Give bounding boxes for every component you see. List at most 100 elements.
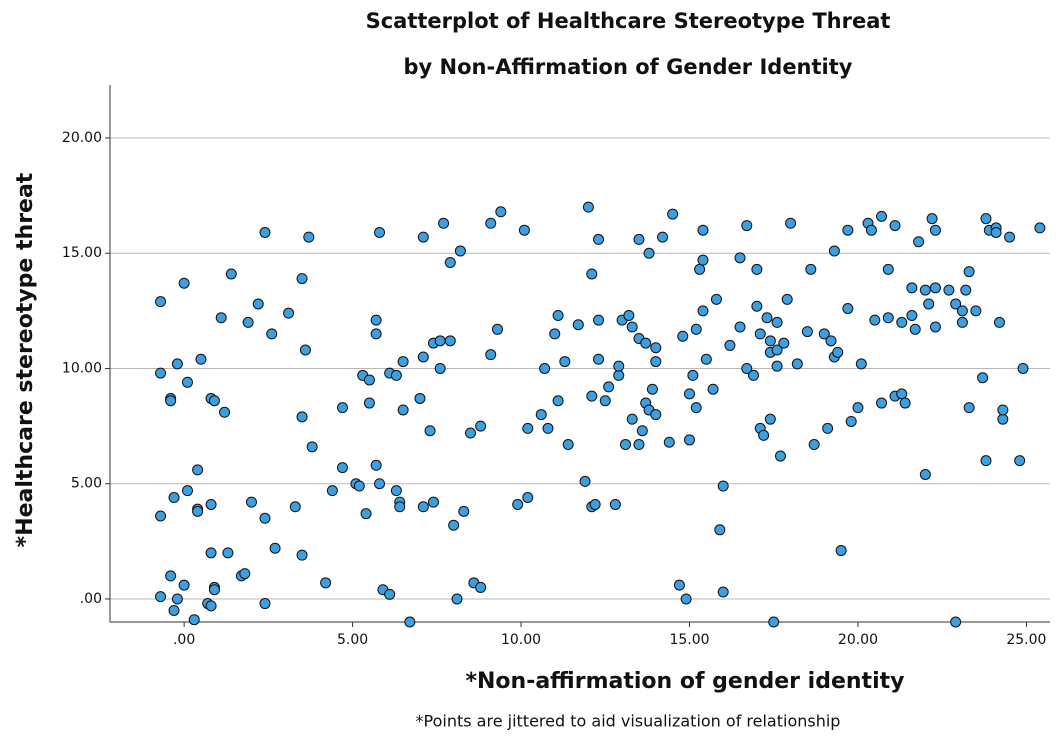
point (178, 579, 190, 591)
point (475, 581, 487, 593)
point (306, 441, 318, 453)
point (751, 300, 763, 312)
point (929, 224, 941, 236)
point (896, 316, 908, 328)
point (374, 227, 386, 239)
point (680, 593, 692, 605)
point (640, 337, 652, 349)
point (208, 395, 220, 407)
point (353, 480, 365, 492)
point (259, 598, 271, 610)
point (717, 586, 729, 598)
point (296, 411, 308, 423)
point (326, 485, 338, 497)
point (845, 415, 857, 427)
point (512, 498, 524, 510)
point (791, 358, 803, 370)
point (404, 616, 416, 628)
point (397, 356, 409, 368)
point (572, 319, 584, 331)
point (626, 321, 638, 333)
point (424, 425, 436, 437)
point (363, 397, 375, 409)
point (539, 362, 551, 374)
point (303, 231, 315, 243)
point (438, 217, 450, 229)
point (155, 296, 167, 308)
point (734, 321, 746, 333)
point (192, 505, 204, 517)
point (171, 358, 183, 370)
point (741, 220, 753, 232)
point (697, 254, 709, 266)
point (168, 492, 180, 504)
point (801, 326, 813, 338)
point (683, 434, 695, 446)
point (1004, 231, 1016, 243)
point (444, 335, 456, 347)
point (923, 298, 935, 310)
point (215, 312, 227, 324)
point (475, 420, 487, 432)
point (252, 298, 264, 310)
point (454, 245, 466, 257)
point (906, 309, 918, 321)
point (360, 508, 372, 520)
point (710, 293, 722, 305)
point (778, 337, 790, 349)
x-axis-title: *Non-affirmation of gender identity (466, 669, 905, 694)
point (239, 568, 251, 580)
point (427, 496, 439, 508)
point (929, 282, 941, 294)
point (707, 383, 719, 395)
point (619, 439, 631, 451)
point (1014, 455, 1026, 467)
point (589, 498, 601, 510)
point (448, 519, 460, 531)
point (579, 475, 591, 487)
point (808, 439, 820, 451)
point (246, 496, 258, 508)
point (980, 455, 992, 467)
point (613, 360, 625, 372)
point (397, 404, 409, 416)
point (205, 547, 217, 559)
point (390, 485, 402, 497)
point (636, 425, 648, 437)
point (842, 303, 854, 315)
point (650, 409, 662, 421)
point (485, 349, 497, 361)
point (188, 614, 200, 626)
point (593, 353, 605, 365)
point (552, 309, 564, 321)
point (559, 356, 571, 368)
point (542, 422, 554, 434)
point (694, 263, 706, 275)
point (754, 328, 766, 340)
point (852, 402, 864, 414)
point (165, 395, 177, 407)
point (336, 402, 348, 414)
x-tick-label: 20.00 (838, 632, 878, 648)
point (956, 305, 968, 317)
point (299, 344, 311, 356)
point (444, 256, 456, 268)
point (818, 328, 830, 340)
point (997, 413, 1009, 425)
point (225, 268, 237, 280)
point (822, 422, 834, 434)
point (320, 577, 332, 589)
point (646, 383, 658, 395)
chart-title: Scatterplot of Healthcare Stereotype Thr… (366, 9, 891, 33)
point (165, 570, 177, 582)
point (919, 284, 931, 296)
point (761, 312, 773, 324)
point (724, 339, 736, 351)
point (758, 429, 770, 441)
point (687, 369, 699, 381)
point (882, 312, 894, 324)
point (842, 224, 854, 236)
point (289, 501, 301, 513)
point (417, 231, 429, 243)
